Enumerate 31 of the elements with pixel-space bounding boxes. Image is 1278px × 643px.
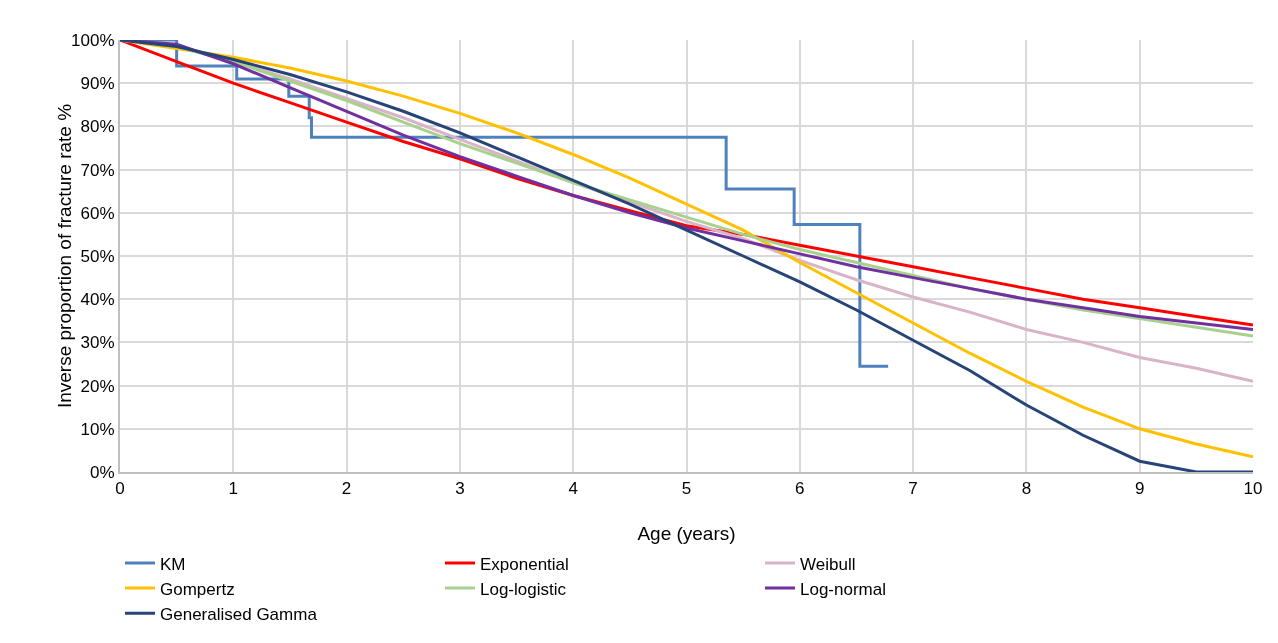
y-tick-label: 10% <box>80 419 115 439</box>
legend-label: KM <box>160 554 186 574</box>
y-tick-label: 70% <box>80 160 115 180</box>
y-tick-label: 50% <box>80 246 115 266</box>
y-tick-label: 0% <box>90 462 115 482</box>
x-tick-label: 0 <box>115 479 125 499</box>
y-tick-label: 60% <box>80 203 115 223</box>
x-tick-label: 5 <box>681 479 692 499</box>
y-tick-label: 20% <box>80 376 115 396</box>
x-tick-label: 8 <box>1021 479 1032 499</box>
y-axis-title: Inverse proportion of fracture rate % <box>54 103 75 409</box>
legend-label: Exponential <box>480 554 569 574</box>
x-tick-label: 7 <box>908 479 918 499</box>
y-tick-label: 100% <box>71 30 115 50</box>
x-tick-label: 1 <box>228 479 239 499</box>
legend-label: Log-normal <box>800 579 886 599</box>
legend-label: Gompertz <box>160 579 235 599</box>
x-tick-label: 4 <box>568 479 578 499</box>
legend-label: Generalised Gamma <box>160 604 318 624</box>
x-tick-label: 6 <box>795 479 805 499</box>
x-tick-label: 3 <box>455 479 465 499</box>
y-tick-label: 80% <box>80 117 115 137</box>
x-tick-label: 9 <box>1134 479 1145 499</box>
legend-label: Weibull <box>800 554 856 574</box>
x-axis-title: Age (years) <box>637 523 736 544</box>
x-tick-label: 2 <box>341 479 352 499</box>
legend-label: Log-logistic <box>480 579 567 599</box>
y-tick-label: 30% <box>80 333 115 353</box>
x-tick-label: 10 <box>1243 479 1263 499</box>
y-tick-label: 90% <box>80 74 115 94</box>
y-tick-label: 40% <box>80 290 115 310</box>
